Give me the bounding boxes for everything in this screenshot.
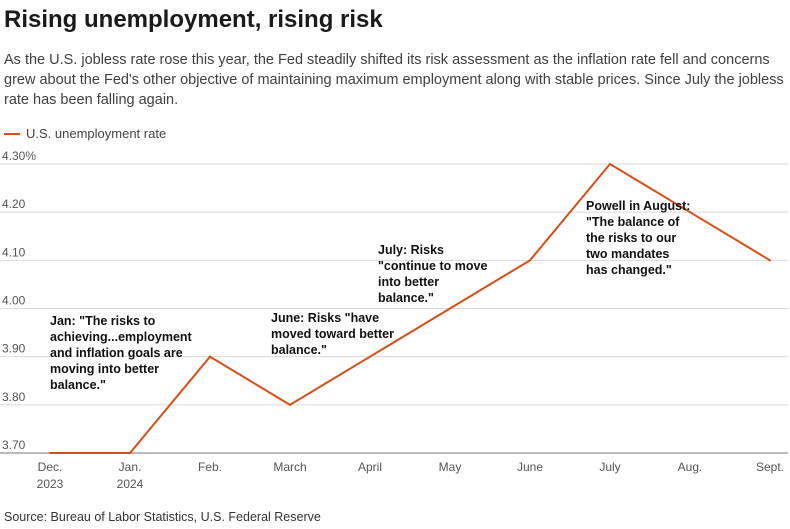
annotation-june-line: moved toward better <box>271 327 394 341</box>
data-point <box>369 355 371 358</box>
unemployment-rate-line <box>50 162 771 454</box>
annotation-jan: Jan: "The risks to achieving...employment… <box>50 314 193 392</box>
x-tick-label: June <box>517 460 543 474</box>
y-tick-label: 4.20 <box>2 197 26 211</box>
y-tick-label: 4.30% <box>2 149 36 163</box>
data-point <box>209 355 211 358</box>
annotation-jan-line: achieving...employment <box>50 330 193 344</box>
data-point <box>529 259 531 262</box>
x-tick-label: 2024 <box>117 477 144 491</box>
annotation-powell-august-line: has changed." <box>586 263 672 277</box>
legend-label: U.S. unemployment rate <box>26 126 167 141</box>
annotation-powell-august: Powell in August: "The balance of the risk… <box>586 199 690 277</box>
x-tick-label: July <box>599 460 620 474</box>
annotation-june-line: June: Risks "have <box>271 311 379 325</box>
chart-title: Rising unemployment, rising risk <box>4 6 383 33</box>
y-tick-label: 3.90 <box>2 342 26 356</box>
y-tick-label: 4.10 <box>2 245 26 259</box>
annotation-july-line: balance." <box>378 291 434 305</box>
x-tick-label: April <box>358 460 382 474</box>
annotation-july: July: Risks "continue to move into better b… <box>378 243 487 305</box>
annotation-june: June: Risks "have moved toward better bala… <box>271 311 394 357</box>
legend: U.S. unemployment rate <box>4 126 166 141</box>
data-point <box>449 307 451 310</box>
annotation-july-line: into better <box>378 275 439 289</box>
annotation-powell-august-line: Powell in August: <box>586 199 690 213</box>
x-tick-label: Sept. <box>756 460 784 474</box>
x-tick-label: Jan. <box>119 460 142 474</box>
x-tick-label: March <box>273 460 306 474</box>
y-tick-label: 3.80 <box>2 390 26 404</box>
annotation-jan-line: and inflation goals are <box>50 346 183 360</box>
annotation-july-line: July: Risks <box>378 243 444 257</box>
y-tick-label: 3.70 <box>2 438 26 452</box>
data-point <box>769 259 771 262</box>
x-tick-label: May <box>439 460 462 474</box>
annotation-jan-line: balance." <box>50 378 106 392</box>
data-point <box>609 163 611 165</box>
data-point <box>129 452 131 454</box>
annotation-jan-line: Jan: "The risks to <box>50 314 156 328</box>
y-tick-label: 4.00 <box>2 294 26 308</box>
data-point <box>49 452 51 454</box>
data-point <box>289 403 291 406</box>
annotation-july-line: "continue to move <box>378 259 487 273</box>
annotation-powell-august-line: two mandates <box>586 247 669 261</box>
x-tick-label: Aug. <box>678 460 703 474</box>
x-tick-label: 2023 <box>37 477 64 491</box>
data-point <box>689 211 691 214</box>
legend-line-swatch <box>4 132 20 135</box>
annotation-jan-line: moving into better <box>50 362 159 376</box>
annotation-powell-august-line: "The balance of <box>586 215 680 229</box>
x-tick-label: Dec. <box>38 460 63 474</box>
annotation-june-line: balance." <box>271 343 327 357</box>
chart-subtitle: As the U.S. jobless rate rose this year,… <box>4 52 784 108</box>
x-tick-label: Feb. <box>198 460 222 474</box>
source-note: Source: Bureau of Labor Statistics, U.S.… <box>4 510 321 524</box>
annotation-powell-august-line: the risks to our <box>586 231 676 245</box>
